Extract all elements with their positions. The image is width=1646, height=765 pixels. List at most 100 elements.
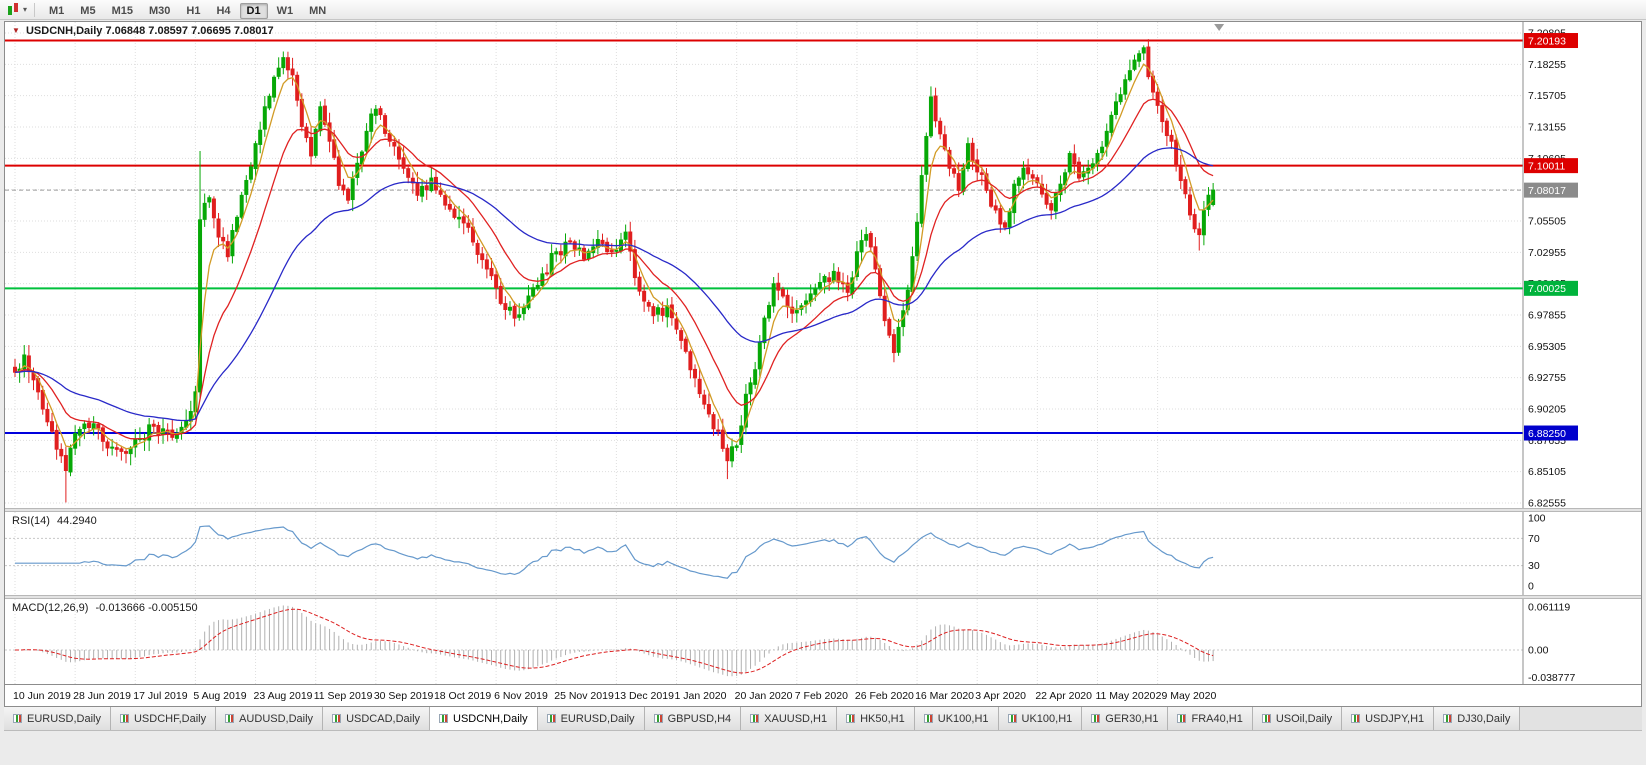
- svg-text:7.10011: 7.10011: [1528, 160, 1565, 172]
- date-axis-label: 5 Aug 2019: [193, 690, 247, 702]
- chart-tab-usoil-daily[interactable]: USOil,Daily: [1252, 707, 1343, 730]
- chart-tab-label: USDJPY,H1: [1365, 712, 1425, 725]
- chart-tab-usdjpy-h1[interactable]: USDJPY,H1: [1342, 707, 1435, 730]
- macd-header: MACD(12,26,9) -0.013666 -0.005150: [12, 602, 202, 614]
- chart-tab-label: GBPUSD,H4: [667, 712, 732, 725]
- timeframe-button-d1[interactable]: D1: [239, 2, 268, 19]
- chart-tab-gbpusd-h4[interactable]: GBPUSD,H4: [644, 707, 742, 730]
- pane-splitter[interactable]: [5, 508, 1641, 512]
- chart-tab-uk100-h1[interactable]: UK100,H1: [914, 707, 999, 730]
- chart-tab-icon: [653, 714, 663, 723]
- svg-text:7.05505: 7.05505: [1528, 215, 1566, 227]
- date-axis-label: 25 Nov 2019: [554, 690, 614, 702]
- chart-tab-xauusd-h1[interactable]: XAUUSD,H1: [741, 707, 838, 730]
- svg-text:7.13155: 7.13155: [1528, 121, 1566, 133]
- macd-indicator-pane[interactable]: 0.061119 0.00 -0.038777 MACD(12,26,9) -0.0…: [5, 599, 1641, 684]
- chart-tab-label: USDCAD,Daily: [346, 712, 421, 725]
- date-axis-label: 17 Jul 2019: [133, 690, 188, 702]
- chart-tab-label: EURUSD,Daily: [560, 712, 635, 725]
- svg-text:0: 0: [1528, 581, 1534, 593]
- date-axis-label: 23 Aug 2019: [253, 690, 313, 702]
- date-axis-label: 18 Oct 2019: [433, 690, 492, 702]
- timeframe-button-m5[interactable]: M5: [80, 4, 96, 17]
- date-axis-label: 1 Jan 2020: [674, 690, 727, 702]
- date-axis-label: 7 Feb 2020: [794, 690, 848, 702]
- chart-tab-icon: [1351, 714, 1361, 723]
- chart-tab-label: UK100,H1: [1021, 712, 1073, 725]
- chart-tab-usdcad-daily[interactable]: USDCAD,Daily: [323, 707, 431, 730]
- timeframe-button-h4[interactable]: H4: [216, 4, 231, 17]
- chart-tab-uk100-h1[interactable]: UK100,H1: [998, 707, 1083, 730]
- date-axis-label: 16 Mar 2020: [915, 690, 975, 702]
- rsi-canvas[interactable]: 100 70 30 0: [5, 512, 1641, 595]
- chart-tab-icon: [225, 714, 235, 723]
- macd-label: MACD(12,26,9): [12, 602, 89, 614]
- svg-text:7.20193: 7.20193: [1528, 35, 1566, 47]
- chart-tab-icon: [923, 714, 933, 723]
- timeframe-buttons-group: M1 M5 M15 M30 H1 H4 D1 W1 MN: [41, 1, 334, 19]
- svg-text:7.00025: 7.00025: [1528, 283, 1566, 295]
- price-chart-pane[interactable]: 7.208057.182557.157057.131557.106057.080…: [5, 22, 1641, 508]
- svg-text:6.90205: 6.90205: [1528, 403, 1566, 415]
- chart-tab-hk50-h1[interactable]: HK50,H1: [837, 707, 915, 730]
- macd-canvas[interactable]: 0.061119 0.00 -0.038777: [5, 599, 1641, 684]
- rsi-indicator-pane[interactable]: 100 70 30 0 RSI(14) 44.2940: [5, 512, 1641, 595]
- chart-tab-label: GER30,H1: [1105, 712, 1159, 725]
- chart-type-dropdown-icon[interactable]: ▾: [23, 5, 28, 14]
- time-axis[interactable]: 10 Jun 2019 28 Jun 2019 17 Jul 2019 5 Aug 2…: [5, 684, 1641, 706]
- date-axis-label: 6 Nov 2019: [494, 690, 548, 702]
- chart-tab-icon: [439, 714, 449, 723]
- svg-text:70: 70: [1528, 533, 1540, 545]
- timeframe-button-m1[interactable]: M1: [49, 4, 65, 17]
- svg-text:6.92755: 6.92755: [1528, 372, 1566, 384]
- chart-window: 7.208057.182557.157057.131557.106057.080…: [4, 21, 1642, 707]
- chart-tab-icon: [1091, 714, 1101, 723]
- chart-tab-icon: [1177, 714, 1187, 723]
- price-chart-canvas[interactable]: 7.208057.182557.157057.131557.106057.080…: [5, 22, 1641, 508]
- rsi-header: RSI(14) 44.2940: [12, 515, 101, 527]
- svg-text:6.85105: 6.85105: [1528, 466, 1566, 478]
- chart-tab-icon: [13, 714, 22, 723]
- chart-tab-icon: [119, 714, 129, 723]
- chart-tab-icon: [546, 714, 556, 723]
- toolbar-separator: [34, 2, 36, 17]
- date-axis-label: 30 Sep 2019: [373, 690, 434, 702]
- timeframe-button-m15[interactable]: M15: [111, 4, 133, 17]
- chart-tab-label: HK50,H1: [860, 712, 905, 725]
- chart-type-candlestick-icon[interactable]: [6, 3, 21, 16]
- chart-tab-icon: [1261, 714, 1271, 723]
- date-axis-label: 29 May 2020: [1155, 690, 1217, 702]
- pane-splitter[interactable]: [5, 595, 1641, 599]
- date-axis-label: 11 May 2020: [1095, 690, 1156, 702]
- date-axis-label: 26 Feb 2020: [854, 690, 914, 702]
- chart-tab-eurusd-daily[interactable]: EURUSD,Daily: [4, 707, 111, 730]
- svg-text:7.15705: 7.15705: [1528, 90, 1566, 102]
- chart-tab-audusd-daily[interactable]: AUDUSD,Daily: [216, 707, 324, 730]
- chart-tab-icon: [332, 714, 342, 723]
- svg-text:7.08017: 7.08017: [1528, 185, 1566, 197]
- date-axis-label: 11 Sep 2019: [313, 690, 373, 702]
- chart-ohlc-values: 7.06848 7.08597 7.06695 7.08017: [105, 25, 274, 37]
- chart-tab-usdcnh-daily[interactable]: USDCNH,Daily: [430, 707, 538, 730]
- chart-tab-label: FRA40,H1: [1191, 712, 1243, 725]
- timeframe-button-m30[interactable]: M30: [148, 4, 171, 17]
- svg-text:100: 100: [1528, 513, 1546, 525]
- chart-title: ▼ USDCNH,Daily 7.06848 7.08597 7.06695 7…: [12, 25, 274, 37]
- chart-tab-fra40-h1[interactable]: FRA40,H1: [1168, 707, 1253, 730]
- date-axis-label: 22 Apr 2020: [1035, 690, 1092, 702]
- svg-text:0.061119: 0.061119: [1528, 602, 1570, 614]
- chart-tab-usdchf-daily[interactable]: USDCHF,Daily: [110, 707, 217, 730]
- timeframe-button-h1[interactable]: H1: [186, 4, 201, 17]
- svg-text:0.00: 0.00: [1528, 645, 1549, 657]
- chart-tab-eurusd-daily[interactable]: EURUSD,Daily: [537, 707, 645, 730]
- date-axis-label: 3 Apr 2020: [975, 690, 1026, 702]
- rsi-label: RSI(14): [12, 515, 50, 527]
- svg-text:6.88250: 6.88250: [1528, 428, 1566, 440]
- chart-tab-label: EURUSD,Daily: [27, 712, 101, 725]
- chart-tab-ger30-h1[interactable]: GER30,H1: [1082, 707, 1169, 730]
- chart-tab-label: USOil,Daily: [1275, 712, 1333, 725]
- timeframe-button-mn[interactable]: MN: [309, 4, 327, 17]
- timeframe-button-w1[interactable]: W1: [276, 4, 294, 17]
- chart-tab-dj30-daily[interactable]: DJ30,Daily: [1434, 707, 1521, 730]
- chart-title-triangle-icon[interactable]: ▼: [12, 26, 20, 35]
